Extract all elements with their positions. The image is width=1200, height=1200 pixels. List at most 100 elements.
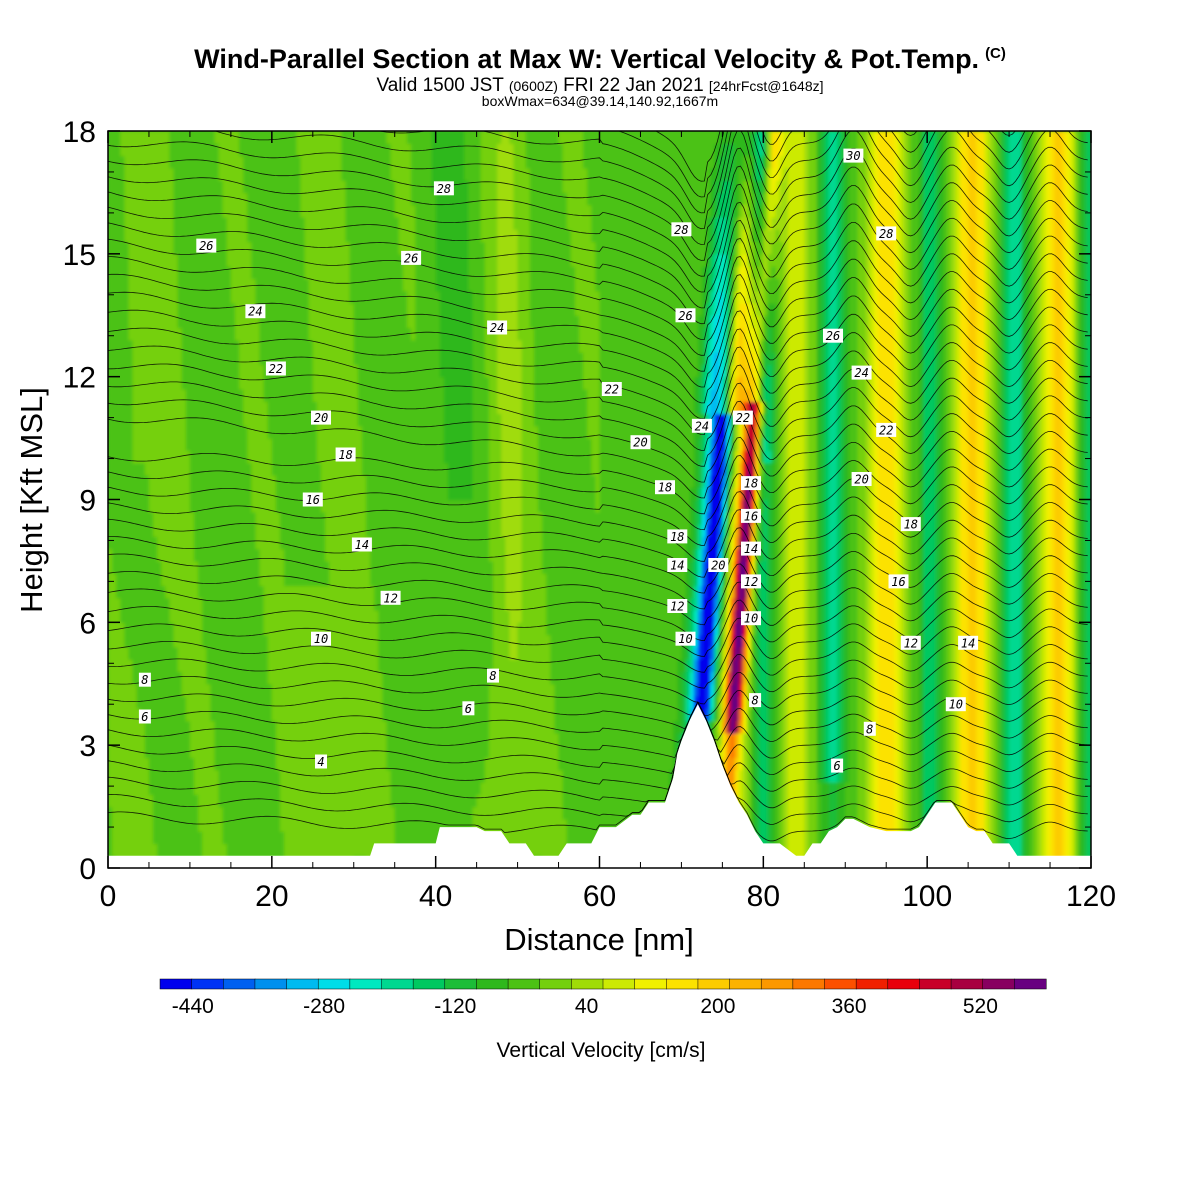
velocity-cell <box>218 683 224 697</box>
velocity-cell <box>259 708 265 722</box>
velocity-cell <box>226 352 232 365</box>
velocity-cell <box>218 818 224 832</box>
velocity-cell <box>300 339 306 353</box>
velocity-cell <box>247 536 252 550</box>
velocity-cell <box>132 536 138 550</box>
velocity-cell <box>128 548 134 562</box>
velocity-cell <box>386 180 392 194</box>
velocity-cell <box>177 425 183 439</box>
velocity-cell <box>161 757 166 771</box>
velocity-cell <box>267 229 273 243</box>
velocity-cell <box>161 315 166 329</box>
velocity-cell <box>161 241 166 255</box>
velocity-cell <box>435 610 441 623</box>
velocity-cell <box>267 794 273 808</box>
velocity-cell <box>275 462 281 476</box>
velocity-cell <box>394 327 400 341</box>
velocity-cell <box>202 192 207 206</box>
velocity-cell <box>398 450 404 464</box>
velocity-cell <box>300 560 306 574</box>
chart-title: Wind-Parallel Section at Max W: Vertical… <box>0 44 1200 75</box>
velocity-cell <box>357 843 363 857</box>
velocity-cell <box>251 499 257 513</box>
velocity-cell <box>120 278 125 292</box>
velocity-cell <box>333 388 338 402</box>
velocity-cell <box>222 462 228 476</box>
velocity-cell <box>132 401 138 415</box>
velocity-cell <box>439 622 445 636</box>
velocity-cell <box>222 499 228 513</box>
velocity-cell <box>320 782 326 795</box>
velocity-cell <box>280 560 285 574</box>
velocity-cell <box>108 131 113 144</box>
velocity-cell <box>247 364 252 378</box>
velocity-cell <box>181 216 187 230</box>
velocity-cell <box>312 818 318 832</box>
velocity-cell <box>357 831 363 845</box>
velocity-cell <box>394 339 400 353</box>
velocity-cell <box>153 155 158 169</box>
velocity-cell <box>132 782 138 795</box>
velocity-cell <box>214 696 220 709</box>
velocity-cell <box>132 585 138 599</box>
velocity-cell <box>419 634 424 648</box>
velocity-cell <box>267 438 273 451</box>
velocity-cell <box>280 315 285 329</box>
velocity-cell <box>349 585 355 599</box>
velocity-cell <box>333 818 338 832</box>
velocity-cell <box>345 327 351 341</box>
velocity-cell <box>419 253 424 267</box>
velocity-cell <box>398 216 404 230</box>
velocity-cell <box>239 524 244 537</box>
velocity-cell <box>357 757 363 771</box>
velocity-cell <box>259 401 265 415</box>
velocity-cell <box>398 315 404 329</box>
velocity-cell <box>337 536 343 550</box>
velocity-cell <box>173 585 179 599</box>
velocity-cell <box>267 634 273 648</box>
velocity-cell <box>112 278 117 292</box>
velocity-cell <box>366 216 371 230</box>
velocity-cell <box>140 425 146 439</box>
velocity-cell <box>222 511 228 525</box>
velocity-cell <box>148 290 154 304</box>
velocity-cell <box>169 413 175 427</box>
velocity-cell <box>169 732 175 746</box>
velocity-cell <box>419 364 424 378</box>
velocity-cell <box>132 634 138 648</box>
velocity-cell <box>333 806 338 820</box>
velocity-cell <box>189 167 195 181</box>
velocity-cell <box>128 720 134 734</box>
velocity-cell <box>140 585 146 599</box>
velocity-cell <box>394 376 400 390</box>
velocity-cell <box>136 560 142 574</box>
velocity-cell <box>382 401 388 415</box>
velocity-cell <box>419 683 424 697</box>
velocity-cell <box>153 462 158 476</box>
velocity-cell <box>177 634 183 648</box>
velocity-cell <box>353 831 359 845</box>
velocity-cell <box>169 622 175 636</box>
velocity-cell <box>378 474 384 488</box>
velocity-cell <box>181 253 187 267</box>
velocity-cell <box>255 376 261 390</box>
velocity-cell <box>214 573 220 587</box>
velocity-cell <box>296 192 302 206</box>
velocity-cell <box>263 843 269 857</box>
velocity-cell <box>398 536 404 550</box>
velocity-cell <box>210 536 216 550</box>
velocity-cell <box>275 253 281 267</box>
velocity-cell <box>288 610 293 623</box>
velocity-cell <box>312 241 318 255</box>
velocity-cell <box>132 438 138 451</box>
velocity-cell <box>206 192 211 206</box>
velocity-cell <box>263 610 269 623</box>
velocity-cell <box>407 560 412 574</box>
velocity-cell <box>206 782 211 795</box>
velocity-cell <box>218 794 224 808</box>
velocity-cell <box>329 843 334 857</box>
velocity-cell <box>239 474 244 488</box>
velocity-cell <box>431 610 437 623</box>
velocity-cell <box>112 487 117 501</box>
velocity-cell <box>357 474 363 488</box>
